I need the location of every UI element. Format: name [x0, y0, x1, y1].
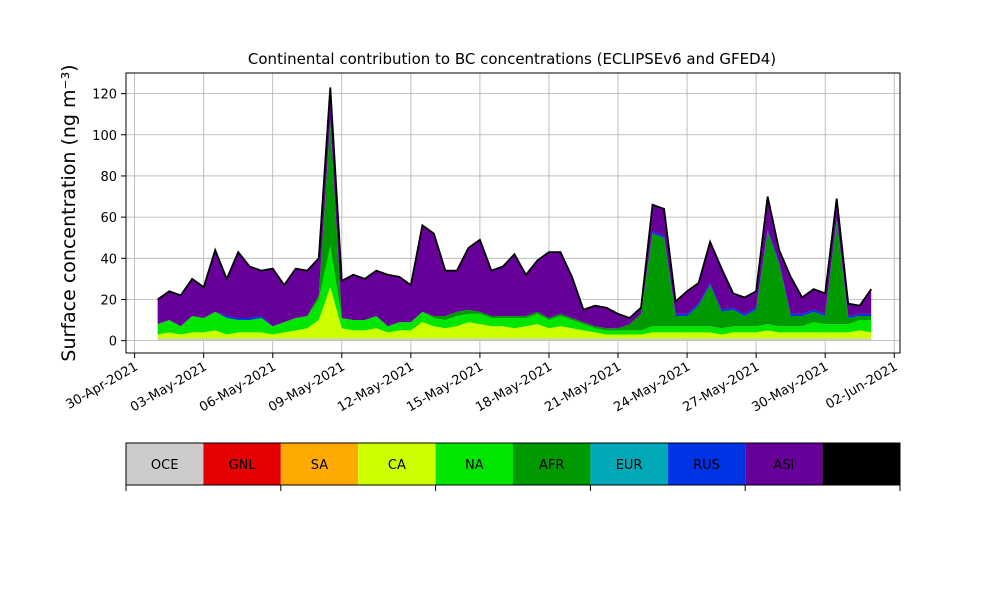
y-tick-label: 20 — [100, 293, 117, 308]
y-axis-label: Surface concentration (ng m⁻³) — [58, 64, 80, 361]
y-tick-label: 120 — [92, 88, 117, 103]
chart-title: Continental contribution to BC concentra… — [248, 50, 776, 68]
x-tick-label: 18-May-2021 — [473, 359, 555, 415]
x-tick-label: 02-Jun-2021 — [823, 359, 900, 412]
area-oce — [157, 338, 872, 341]
legend-label-eur: EUR — [616, 458, 643, 473]
x-tick-label: 09-May-2021 — [266, 359, 348, 415]
y-axis: 0 20 40 60 80 100 120 — [92, 88, 126, 350]
legend-label-ca: CA — [388, 458, 406, 473]
legend-swatch-asi — [745, 443, 823, 485]
x-tick-label: 15-May-2021 — [404, 359, 486, 415]
x-tick-label: 21-May-2021 — [542, 359, 624, 415]
legend-swatch-afr — [513, 443, 591, 485]
area-afr — [157, 122, 872, 331]
y-tick-label: 60 — [100, 211, 117, 226]
area-na — [157, 245, 872, 335]
x-axis: 30-Apr-202103-May-202106-May-202109-May-… — [64, 353, 900, 415]
legend-label-rus: RUS — [693, 458, 720, 473]
legend-frame — [125, 442, 901, 486]
total-outline — [157, 87, 872, 320]
legend-swatch-oce — [126, 443, 204, 485]
legend-label-sa: SA — [311, 458, 328, 473]
legend-swatch-rus — [667, 443, 746, 485]
legend-label-oce: OCE — [151, 458, 179, 473]
legend-label-aus: AUS — [848, 458, 875, 473]
y-tick-label: 80 — [100, 170, 117, 185]
y-tick-label: 40 — [100, 252, 117, 267]
x-tick-label: 06-May-2021 — [197, 359, 279, 415]
x-tick-label: 12-May-2021 — [335, 359, 417, 415]
legend-label-afr: AFR — [539, 458, 564, 473]
x-tick-label: 30-May-2021 — [750, 359, 832, 415]
plot-frame — [125, 72, 901, 354]
legend-swatch-eur — [590, 443, 668, 485]
y-tick-label: 0 — [109, 335, 117, 350]
legend-swatch-aus — [822, 443, 900, 485]
legend-swatch-gnl — [203, 443, 281, 485]
stacked-areas — [157, 87, 872, 341]
y-tick-label: 100 — [92, 129, 117, 144]
legend-label-na: NA — [465, 458, 484, 473]
legend-swatch-sa — [280, 443, 359, 485]
x-tick-label: 24-May-2021 — [611, 359, 693, 415]
legend-label-gnl: GNL — [229, 458, 257, 473]
legend-swatch-ca — [358, 443, 436, 485]
legend-swatch-na — [435, 443, 513, 485]
legend: OCE GNL SA CA NA AFR EUR RUS ASI AUS — [125, 442, 901, 491]
x-tick-label: 03-May-2021 — [128, 359, 210, 415]
x-tick-label: 27-May-2021 — [680, 359, 762, 415]
area-ca — [157, 287, 872, 339]
legend-label-asi: ASI — [773, 458, 794, 473]
area-asi — [157, 87, 872, 329]
